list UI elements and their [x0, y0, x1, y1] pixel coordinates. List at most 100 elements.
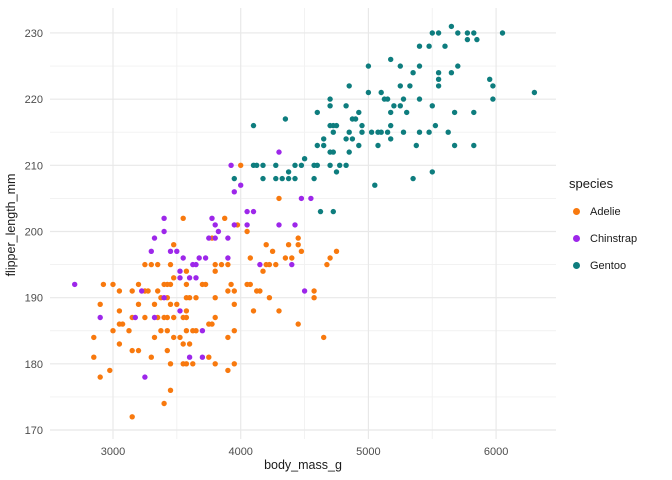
data-point	[250, 308, 257, 314]
data-point	[190, 361, 196, 367]
x-tick-label: 3000	[101, 446, 125, 458]
data-point	[487, 76, 493, 83]
data-point	[142, 374, 148, 380]
data-point	[155, 261, 161, 268]
data-point	[167, 387, 174, 393]
data-point	[260, 268, 266, 274]
data-point	[301, 288, 308, 294]
data-point	[273, 175, 279, 182]
data-point	[397, 103, 403, 109]
data-point	[186, 341, 193, 347]
data-point	[193, 328, 199, 334]
data-point	[282, 116, 289, 122]
data-point	[135, 301, 142, 307]
data-point	[384, 96, 391, 102]
data-point	[142, 261, 148, 268]
data-point	[212, 222, 218, 228]
data-point	[212, 261, 218, 268]
data-point	[273, 162, 279, 168]
data-point	[100, 281, 107, 288]
data-point	[225, 235, 231, 241]
data-point	[174, 301, 180, 307]
data-point	[266, 261, 273, 268]
data-point	[180, 215, 186, 221]
data-point	[445, 129, 451, 135]
data-point	[231, 301, 237, 307]
data-point	[171, 275, 177, 281]
data-point	[171, 242, 177, 248]
data-point	[273, 261, 279, 268]
data-point	[400, 129, 407, 135]
data-point	[212, 361, 218, 367]
data-point	[193, 275, 199, 281]
data-point	[295, 235, 301, 241]
data-point	[285, 175, 292, 182]
legend-title: species	[569, 176, 614, 191]
data-point	[378, 89, 384, 96]
data-point	[161, 215, 167, 221]
data-point	[257, 288, 263, 294]
data-point	[129, 288, 135, 294]
data-point	[397, 83, 403, 89]
data-point	[451, 142, 458, 149]
data-point	[250, 122, 257, 129]
data-point	[247, 281, 253, 288]
data-point	[225, 255, 231, 261]
legend-label-adelie: Adelie	[590, 205, 621, 218]
data-point	[531, 89, 538, 96]
data-point	[151, 235, 158, 241]
data-point	[432, 122, 439, 129]
data-point	[135, 347, 142, 354]
data-point	[183, 268, 190, 274]
chinstrap-color-swatch	[573, 235, 580, 242]
data-point	[365, 89, 372, 96]
data-point	[151, 334, 158, 341]
data-point	[330, 208, 336, 215]
data-point	[321, 136, 327, 142]
data-point	[359, 122, 365, 129]
data-point	[97, 301, 103, 307]
data-point	[183, 308, 190, 314]
data-point	[180, 255, 186, 261]
data-point	[209, 321, 215, 327]
data-point	[269, 248, 276, 254]
data-point	[164, 347, 170, 354]
y-tick-label: 180	[25, 359, 43, 371]
data-point	[292, 175, 298, 182]
data-point	[97, 374, 103, 380]
data-point	[212, 235, 218, 241]
data-point	[186, 275, 193, 281]
data-point	[174, 248, 180, 254]
data-point	[416, 129, 423, 135]
data-point	[186, 354, 193, 360]
series-adelie	[91, 162, 340, 420]
data-point	[167, 261, 174, 268]
data-point	[388, 136, 394, 142]
data-point	[407, 83, 413, 89]
data-point	[285, 242, 292, 248]
data-point	[202, 281, 209, 288]
data-point	[429, 30, 435, 36]
data-point	[333, 122, 340, 129]
data-point	[212, 314, 218, 321]
data-point	[177, 334, 183, 341]
legend: species Adelie Chinstrap Gentoo	[567, 176, 637, 279]
y-axis-title: flipper_length_mm	[4, 173, 18, 277]
data-point	[356, 142, 362, 149]
data-point	[314, 109, 320, 116]
data-point	[426, 43, 432, 49]
data-point	[404, 109, 410, 116]
data-point	[254, 162, 260, 168]
data-point	[231, 222, 237, 228]
data-point	[327, 103, 333, 109]
data-point	[231, 288, 237, 294]
y-tick-label: 190	[25, 293, 43, 305]
data-point	[183, 281, 190, 288]
data-point	[231, 175, 237, 182]
grid-major	[50, 8, 556, 439]
data-point	[388, 56, 394, 63]
data-point	[177, 275, 183, 281]
data-point	[346, 83, 352, 89]
data-point	[448, 70, 455, 76]
